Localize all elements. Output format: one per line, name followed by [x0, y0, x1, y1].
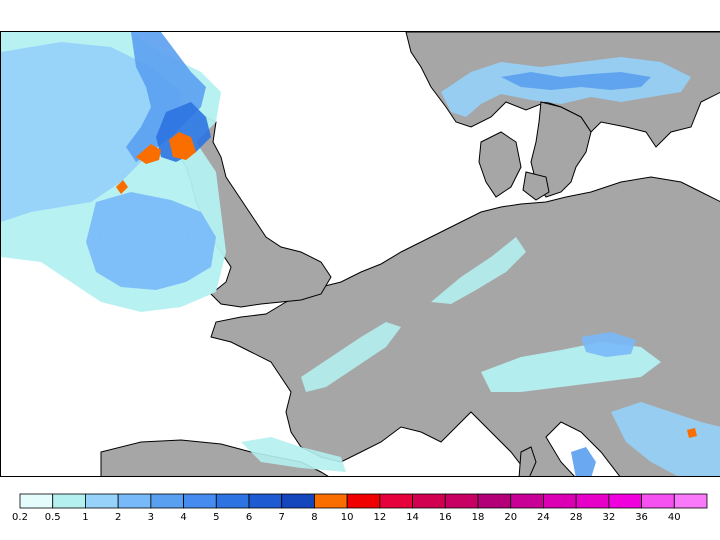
- legend-colorbar: [19, 493, 708, 509]
- legend-tick-label: 18: [471, 512, 485, 523]
- precip-heavy-adriatic: [687, 428, 697, 438]
- precip-scandinavia-dark: [501, 72, 651, 90]
- legend-bin: [444, 493, 479, 509]
- legend-bin: [673, 493, 708, 509]
- precip-heavy-3: [116, 180, 128, 194]
- legend-bin: [641, 493, 675, 509]
- continent-land: [210, 176, 720, 476]
- legend-tick-label: 3: [147, 512, 155, 523]
- precipitation-layer: [1, 32, 720, 476]
- legend-bin: [248, 493, 283, 509]
- precip-france-band: [301, 322, 401, 392]
- legend-bin: [117, 493, 152, 509]
- legend-tick-label: 7: [278, 512, 285, 523]
- legend-bin: [608, 493, 642, 509]
- legend-bin: [510, 493, 544, 509]
- legend-tick-label: 12: [373, 512, 387, 523]
- legend-bin: [19, 493, 54, 509]
- legend-bin: [477, 493, 512, 509]
- precip-germany-band: [431, 237, 526, 304]
- denmark-islands-land: [522, 171, 550, 201]
- color-legend: 0.2 0.5 1 2 3 4 5 6 7 8 10 12 14 16 18 20 24 28 32 36 40: [0, 490, 720, 530]
- legend-bin: [575, 493, 610, 509]
- map-canvas: [1, 32, 720, 476]
- legend-tick-label: 2: [114, 512, 122, 523]
- legend-bin: [379, 493, 413, 509]
- precip-ireland: [86, 192, 216, 290]
- legend-bin: [215, 493, 250, 509]
- precip-atlantic-mid: [1, 42, 181, 222]
- legend-tick-label: 8: [311, 512, 318, 523]
- precip-atlantic-blue: [126, 32, 206, 162]
- legend-bin: [281, 493, 315, 509]
- corsica-land: [518, 446, 537, 476]
- sweden-south-land: [530, 101, 592, 198]
- precipitation-map: [0, 31, 720, 477]
- precip-balkans: [611, 402, 720, 476]
- legend-tick-label: 40: [667, 512, 681, 523]
- legend-tick-label: 1: [82, 512, 89, 523]
- legend-bin: [85, 493, 119, 509]
- denmark-land: [478, 131, 522, 198]
- legend-bin: [412, 493, 446, 509]
- legend-bin: [543, 493, 577, 509]
- legend-bin: [346, 493, 381, 509]
- legend-tick-label: 20: [504, 512, 518, 523]
- legend-tick-label: 0.5: [44, 512, 61, 523]
- legend-tick-label: 16: [438, 512, 452, 523]
- legend-tick-label: 14: [406, 512, 419, 523]
- legend-tick-label: 24: [537, 512, 550, 523]
- legend-tick-label: 10: [340, 512, 354, 523]
- legend-tick-label: 4: [180, 512, 187, 523]
- precip-heavy-1: [136, 144, 161, 164]
- precip-pyrenees: [241, 437, 346, 472]
- legend-bin: [52, 493, 86, 509]
- legend-tick-label: 5: [213, 512, 220, 523]
- legend-tick-label: 0.2: [12, 512, 28, 523]
- legend-tick-label: 28: [569, 512, 583, 523]
- legend-tick-label: 6: [245, 512, 253, 523]
- legend-bin: [150, 493, 184, 509]
- precip-heavy-2: [169, 132, 196, 160]
- precip-atlantic-dark: [156, 102, 211, 162]
- precip-alps-mid: [581, 332, 636, 357]
- legend-bin: [314, 493, 348, 509]
- legend-tick-label: 36: [635, 512, 648, 523]
- precip-italy: [571, 447, 596, 476]
- legend-bin: [183, 493, 217, 509]
- legend-tick-label: 32: [602, 512, 616, 523]
